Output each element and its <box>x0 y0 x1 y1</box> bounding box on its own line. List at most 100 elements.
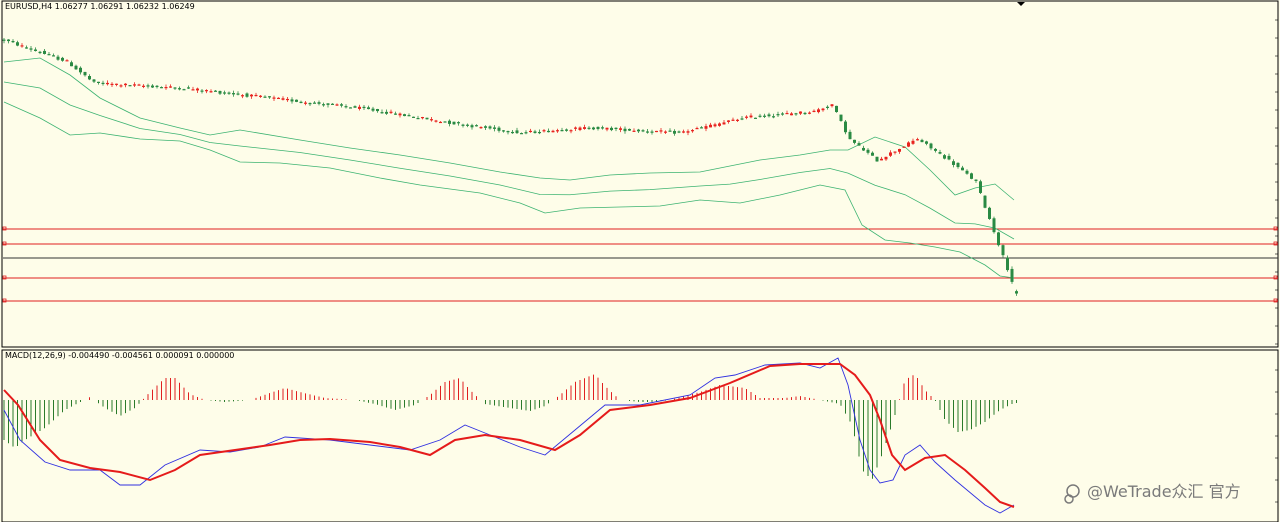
candle[interactable] <box>727 120 730 124</box>
candle[interactable] <box>65 59 69 62</box>
candle[interactable] <box>119 84 123 88</box>
candle[interactable] <box>394 111 397 115</box>
candle[interactable] <box>155 85 159 89</box>
candle[interactable] <box>925 140 928 146</box>
candle[interactable] <box>695 126 699 130</box>
candle[interactable] <box>38 50 42 55</box>
candle[interactable] <box>430 117 433 122</box>
candle[interactable] <box>722 120 726 125</box>
candle[interactable] <box>992 216 996 234</box>
candle[interactable] <box>434 119 438 123</box>
candle[interactable] <box>965 169 969 175</box>
candle[interactable] <box>862 145 865 151</box>
candle[interactable] <box>808 111 811 115</box>
candle[interactable] <box>821 107 825 112</box>
candle[interactable] <box>371 106 375 112</box>
candle[interactable] <box>97 81 100 85</box>
candle[interactable] <box>623 126 627 134</box>
candle[interactable] <box>812 109 816 113</box>
candle[interactable] <box>542 128 546 133</box>
candle[interactable] <box>227 91 231 95</box>
candle[interactable] <box>425 117 429 120</box>
candle[interactable] <box>997 231 1000 247</box>
candle[interactable] <box>947 153 951 161</box>
candle[interactable] <box>650 129 654 135</box>
candle[interactable] <box>911 138 915 145</box>
candle[interactable] <box>934 147 937 153</box>
candle[interactable] <box>637 128 640 133</box>
candle[interactable] <box>299 100 303 104</box>
candle[interactable] <box>920 138 924 143</box>
candle[interactable] <box>916 137 919 141</box>
candle[interactable] <box>322 102 325 107</box>
candle[interactable] <box>601 125 604 130</box>
candle[interactable] <box>56 54 60 61</box>
candle[interactable] <box>389 109 393 115</box>
candle[interactable] <box>124 83 127 88</box>
candle[interactable] <box>686 129 690 136</box>
candle[interactable] <box>902 146 906 148</box>
candle[interactable] <box>898 148 901 154</box>
candle[interactable] <box>614 127 618 132</box>
candle[interactable] <box>376 108 379 113</box>
candle[interactable] <box>142 84 145 89</box>
candle[interactable] <box>236 91 240 96</box>
candle[interactable] <box>407 113 411 117</box>
candle[interactable] <box>799 111 802 115</box>
candle[interactable] <box>596 126 600 131</box>
candle[interactable] <box>245 92 249 98</box>
candle[interactable] <box>335 103 339 106</box>
candle[interactable] <box>1006 255 1009 272</box>
candle[interactable] <box>205 89 208 94</box>
candle[interactable] <box>592 126 595 131</box>
level-handle-left[interactable] <box>2 275 7 280</box>
candle[interactable] <box>164 84 168 90</box>
candle[interactable] <box>151 84 154 89</box>
candle[interactable] <box>25 45 28 49</box>
candle[interactable] <box>547 128 550 133</box>
candle[interactable] <box>848 129 852 140</box>
candle[interactable] <box>497 126 501 133</box>
candle[interactable] <box>839 114 843 122</box>
candle[interactable] <box>349 107 352 109</box>
candle[interactable] <box>853 139 856 145</box>
candle[interactable] <box>295 99 298 103</box>
candle[interactable] <box>308 102 312 106</box>
candle[interactable] <box>781 112 784 116</box>
candle[interactable] <box>281 96 285 101</box>
candle[interactable] <box>763 113 766 118</box>
candle[interactable] <box>466 123 469 128</box>
candle[interactable] <box>223 90 226 95</box>
candle[interactable] <box>304 100 307 106</box>
candle[interactable] <box>470 123 474 130</box>
candle[interactable] <box>691 128 694 133</box>
candle[interactable] <box>83 71 87 77</box>
candle[interactable] <box>970 172 973 180</box>
candle[interactable] <box>421 116 424 120</box>
candle[interactable] <box>551 129 555 133</box>
candle[interactable] <box>398 112 402 118</box>
candle[interactable] <box>565 128 568 132</box>
candle[interactable] <box>929 142 933 151</box>
candle[interactable] <box>502 129 505 133</box>
candle[interactable] <box>668 128 672 132</box>
candle[interactable] <box>367 105 370 110</box>
candle[interactable] <box>790 112 793 116</box>
candle[interactable] <box>88 74 91 81</box>
candle[interactable] <box>43 48 46 55</box>
candle[interactable] <box>488 125 492 130</box>
candle[interactable] <box>682 129 685 134</box>
candle[interactable] <box>979 179 982 194</box>
candle[interactable] <box>115 83 118 87</box>
candle[interactable] <box>956 162 960 169</box>
candle[interactable] <box>200 89 204 94</box>
candle[interactable] <box>709 122 712 128</box>
candle[interactable] <box>16 40 19 47</box>
candle[interactable] <box>673 129 676 136</box>
candle[interactable] <box>146 83 150 89</box>
candle[interactable] <box>713 122 717 128</box>
candle[interactable] <box>731 117 735 122</box>
candle[interactable] <box>533 129 537 134</box>
candle[interactable] <box>736 118 739 123</box>
candle[interactable] <box>758 113 762 118</box>
